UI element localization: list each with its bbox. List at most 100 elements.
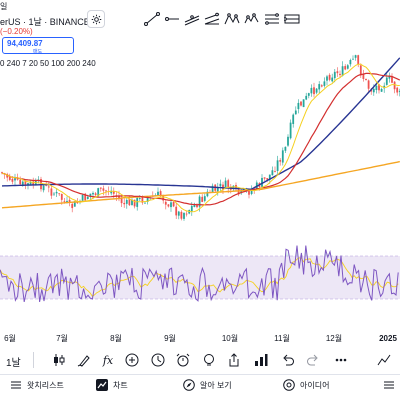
candle-body [336, 71, 339, 74]
chart-type-icon[interactable] [252, 350, 270, 370]
settings-button[interactable] [87, 10, 105, 28]
nav-ideas[interactable]: 아이디어 [283, 379, 329, 391]
price-box[interactable]: 94,409.87 매도 [2, 37, 74, 55]
lightbulb-icon[interactable] [200, 350, 218, 370]
ma-20-line [1, 63, 400, 213]
plus-icon[interactable] [123, 350, 141, 370]
candle-body [14, 178, 16, 181]
candle-body [84, 193, 87, 201]
candle-body [328, 74, 331, 80]
candle-body [92, 192, 94, 195]
candle-body [42, 185, 45, 191]
candle-body [144, 202, 146, 204]
candle-body [172, 201, 175, 207]
candle-body [289, 122, 292, 139]
horizontal-ray-icon[interactable] [164, 10, 180, 28]
candle-body [164, 201, 167, 205]
list-icon [11, 381, 21, 389]
ma-settings-row[interactable]: 0 240 7 20 50 100 200 240 [0, 59, 96, 68]
candle-body [310, 87, 313, 94]
candle-body [6, 174, 9, 178]
nav-explore[interactable]: 알아 보기 [183, 379, 232, 391]
candle-body [365, 78, 367, 80]
candle-body [16, 178, 19, 180]
symbol-line[interactable]: erUS · 1날 · BINANCE [0, 17, 90, 27]
candle-body [170, 202, 172, 208]
trend-line-icon[interactable] [144, 10, 160, 28]
candle-body [86, 196, 89, 200]
brush-icon[interactable] [75, 350, 93, 370]
candle-body [102, 188, 105, 191]
x-tick-label: 9월 [164, 333, 176, 343]
nav-watchlist[interactable]: 왓치리스트 [10, 379, 64, 391]
candle-body [120, 198, 123, 204]
price-unit: 매도 [33, 49, 43, 55]
candle-body [398, 90, 400, 92]
undo-icon[interactable] [279, 350, 297, 370]
candle-body [240, 190, 243, 194]
pitchfork-icon[interactable] [204, 10, 220, 28]
ideas-icon [283, 379, 295, 391]
candle-body [131, 199, 133, 206]
rsi-line [0, 245, 399, 303]
candle-body [141, 197, 144, 203]
x-tick-label: 10월 [222, 333, 238, 343]
candle-body [367, 80, 370, 89]
candle-body [372, 88, 375, 93]
candle-body [58, 193, 61, 195]
candle-body [196, 204, 198, 208]
fib-retracement-icon[interactable] [264, 10, 280, 28]
candle-body [354, 55, 357, 58]
parallel-channel-icon[interactable] [184, 10, 200, 28]
candle-body [97, 188, 100, 197]
candle-body [341, 66, 344, 76]
candle-body [385, 77, 388, 85]
candle-body [388, 76, 391, 79]
nav-more[interactable] [383, 379, 395, 391]
drawing-mode-icon[interactable] [375, 350, 393, 370]
fx-icon[interactable]: fx [102, 353, 114, 367]
candle-body [105, 190, 107, 192]
candle-body [11, 178, 14, 182]
interval-selector[interactable]: 1날 [6, 358, 21, 369]
candle-body [320, 85, 323, 87]
candle-body [180, 211, 183, 219]
candle-body [138, 198, 141, 199]
gear-icon [91, 14, 101, 24]
redo-icon[interactable] [304, 350, 322, 370]
x-tick-label: 2025 [379, 334, 397, 343]
ma-240-line [1, 160, 400, 209]
candle-body [21, 181, 24, 186]
candle-body [66, 200, 68, 203]
candle-body [201, 196, 204, 202]
pattern-icon[interactable] [224, 10, 240, 28]
clock-icon[interactable] [149, 350, 167, 370]
candle-body [378, 84, 380, 91]
elliott-wave-icon[interactable] [244, 10, 260, 28]
candle-body [32, 181, 35, 186]
candle-body [271, 170, 274, 176]
candle-body [315, 88, 318, 93]
candles [1, 54, 400, 221]
share-icon[interactable] [225, 350, 243, 370]
candle-body [89, 193, 92, 197]
partial-header-text: 일 [0, 2, 8, 11]
candles-icon[interactable] [50, 350, 68, 370]
drawing-toolbox [140, 8, 300, 30]
more-icon[interactable] [332, 350, 350, 370]
nav-chart[interactable]: 차트 [96, 379, 128, 391]
candle-body [359, 65, 362, 76]
candle-body [307, 93, 310, 96]
alarm-icon[interactable] [174, 350, 192, 370]
candle-body [362, 74, 365, 79]
candle-body [81, 194, 84, 201]
long-position-icon[interactable] [284, 10, 300, 28]
candle-body [50, 188, 53, 196]
candle-body [94, 193, 97, 196]
candle-body [63, 200, 66, 202]
candle-body [73, 201, 76, 207]
price-change: (−0.20%) [0, 27, 33, 36]
candle-body [227, 180, 230, 189]
candle-body [55, 191, 58, 194]
